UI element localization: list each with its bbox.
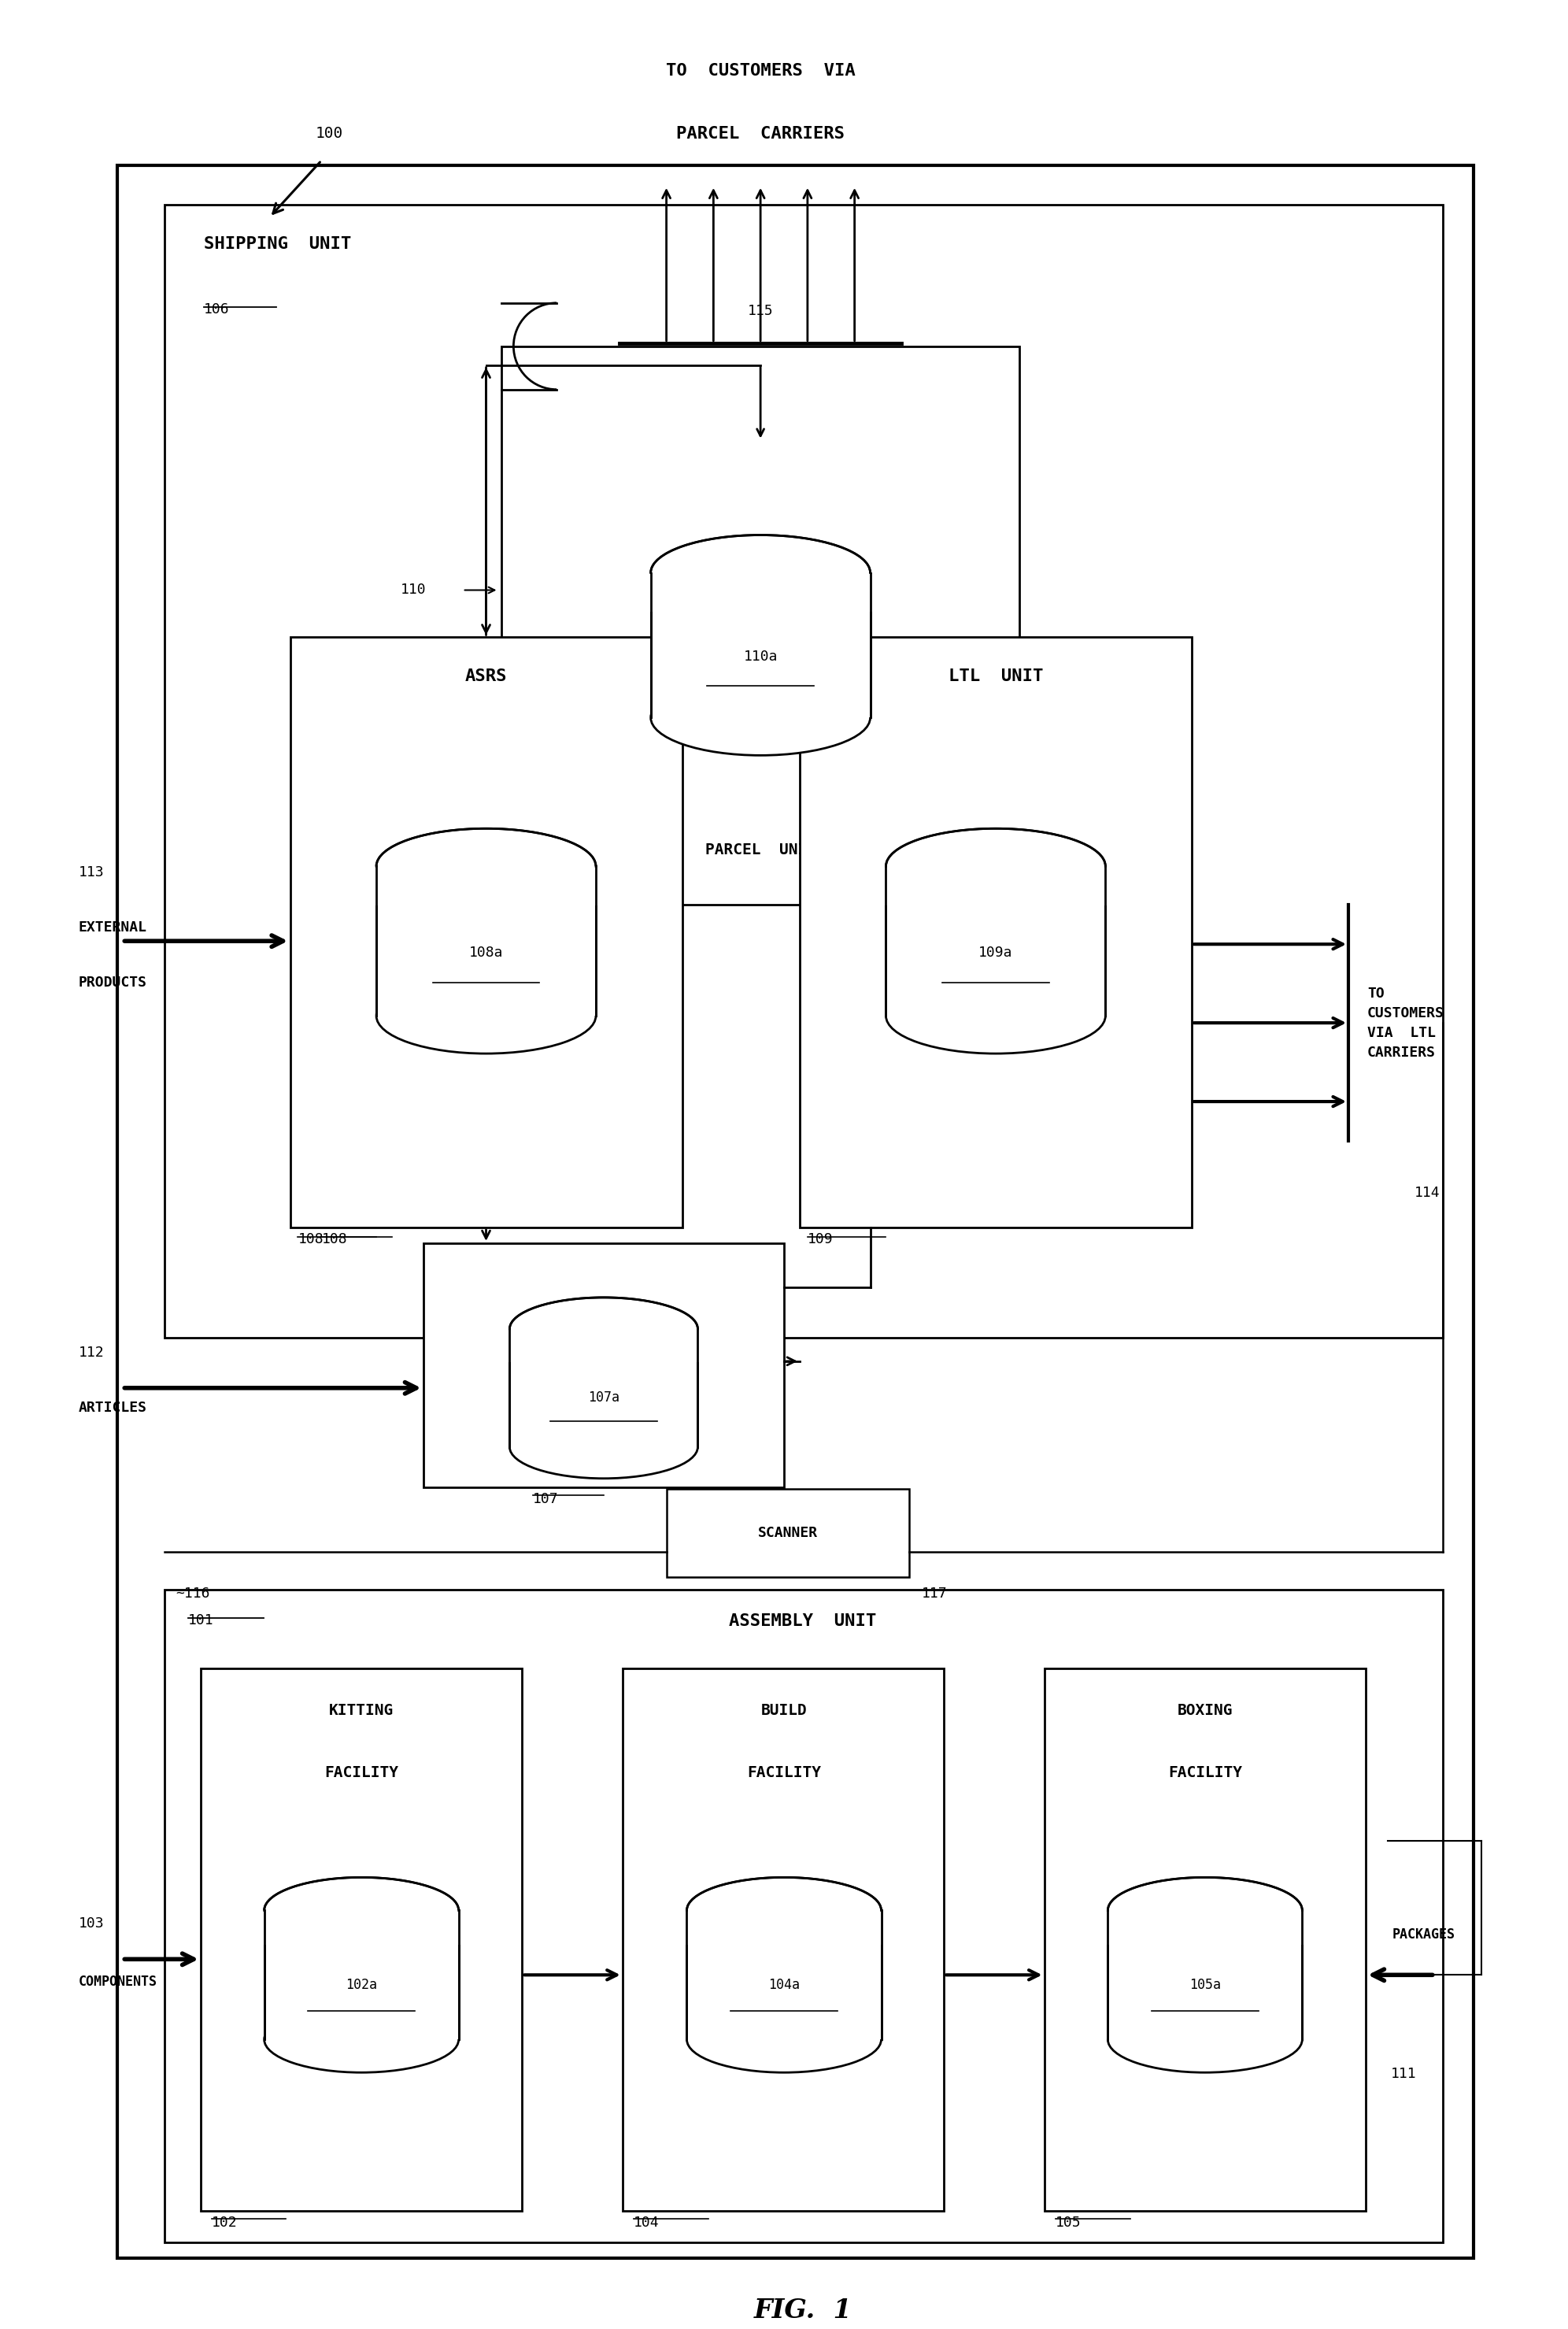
Text: 107a: 107a — [588, 1390, 619, 1404]
Text: 112: 112 — [78, 1346, 103, 1360]
Bar — [265, 1910, 459, 2040]
Bar — [651, 573, 870, 717]
Ellipse shape — [886, 829, 1105, 904]
Bar — [376, 866, 596, 1015]
Text: PRODUCTS: PRODUCTS — [78, 976, 147, 990]
Text: PACKAGES: PACKAGES — [1392, 1928, 1455, 1942]
Text: 113: 113 — [78, 866, 103, 880]
Bar — [165, 1588, 1443, 2243]
Bar — [1107, 1910, 1305, 1945]
Text: 101: 101 — [188, 1614, 213, 1628]
Ellipse shape — [651, 536, 870, 610]
Ellipse shape — [263, 1877, 459, 1942]
Bar — [649, 573, 872, 613]
Bar — [423, 1244, 784, 1488]
Text: PARCEL  CARRIERS: PARCEL CARRIERS — [676, 126, 845, 142]
Bar — [622, 1668, 944, 2210]
Text: ASRS: ASRS — [466, 668, 506, 685]
Text: 108: 108 — [298, 1232, 323, 1246]
Text: FACILITY: FACILITY — [325, 1765, 398, 1782]
Text: SHIPPING  UNIT: SHIPPING UNIT — [204, 235, 351, 252]
Ellipse shape — [687, 2005, 881, 2073]
Text: 115: 115 — [748, 303, 773, 317]
Text: TO  CUSTOMERS  VIA: TO CUSTOMERS VIA — [666, 63, 855, 79]
Text: 108a: 108a — [469, 946, 503, 960]
Bar — [666, 1488, 909, 1577]
Text: COMPONENTS: COMPONENTS — [78, 1975, 157, 1989]
Text: FACILITY: FACILITY — [1168, 1765, 1242, 1782]
Ellipse shape — [510, 1416, 698, 1479]
Ellipse shape — [1107, 1877, 1303, 1942]
Bar — [886, 866, 1105, 1015]
Text: 109a: 109a — [978, 946, 1013, 960]
Text: KITTING: KITTING — [329, 1702, 394, 1719]
Text: 100: 100 — [315, 126, 343, 142]
Text: FACILITY: FACILITY — [746, 1765, 822, 1782]
Text: 110a: 110a — [743, 650, 778, 664]
Text: 110: 110 — [401, 582, 426, 596]
Text: PARCEL  UNIT: PARCEL UNIT — [706, 843, 815, 857]
Text: 104: 104 — [633, 2215, 659, 2229]
Ellipse shape — [1107, 2005, 1303, 2073]
Text: 105a: 105a — [1189, 1977, 1221, 1991]
Ellipse shape — [687, 1877, 881, 1942]
Text: TO
CUSTOMERS
VIA  LTL
CARRIERS: TO CUSTOMERS VIA LTL CARRIERS — [1367, 985, 1444, 1060]
Bar — [685, 1910, 883, 1945]
Text: 109: 109 — [808, 1232, 833, 1246]
Text: 103: 103 — [78, 1917, 103, 1931]
Text: 102a: 102a — [345, 1977, 378, 1991]
Ellipse shape — [886, 978, 1105, 1053]
Text: EXTERNAL: EXTERNAL — [78, 920, 147, 934]
Ellipse shape — [376, 829, 596, 904]
Text: 117: 117 — [922, 1586, 947, 1600]
Text: LTL  UNIT: LTL UNIT — [949, 668, 1043, 685]
Text: 114: 114 — [1414, 1185, 1439, 1199]
Bar — [508, 1330, 699, 1362]
Text: ARTICLES: ARTICLES — [78, 1400, 147, 1414]
Ellipse shape — [651, 680, 870, 755]
Text: FIG.  1: FIG. 1 — [754, 2296, 851, 2322]
Text: BOXING: BOXING — [1178, 1702, 1232, 1719]
Text: ASSEMBLY  UNIT: ASSEMBLY UNIT — [729, 1614, 877, 1628]
Bar — [263, 1910, 461, 1945]
Text: 106: 106 — [204, 303, 229, 317]
Text: 102: 102 — [212, 2215, 237, 2229]
Bar — [884, 866, 1107, 906]
Bar — [1107, 1910, 1301, 2040]
Bar — [1044, 1668, 1366, 2210]
Text: 111: 111 — [1391, 2066, 1416, 2082]
Text: ~116: ~116 — [176, 1586, 210, 1600]
Bar — [800, 638, 1192, 1227]
Text: SCANNER: SCANNER — [757, 1525, 818, 1539]
Text: 104a: 104a — [768, 1977, 800, 1991]
Text: 107: 107 — [533, 1493, 558, 1507]
Bar — [290, 638, 682, 1227]
Ellipse shape — [510, 1297, 698, 1360]
Bar — [118, 165, 1474, 2259]
Bar — [510, 1330, 698, 1446]
Text: BUILD: BUILD — [760, 1702, 808, 1719]
Bar — [502, 347, 1019, 906]
Bar — [375, 866, 597, 906]
Ellipse shape — [263, 2005, 459, 2073]
Bar — [687, 1910, 881, 2040]
Text: 108: 108 — [321, 1232, 347, 1246]
Text: 105: 105 — [1055, 2215, 1080, 2229]
Bar — [201, 1668, 522, 2210]
Ellipse shape — [376, 978, 596, 1053]
Bar — [165, 205, 1443, 1337]
